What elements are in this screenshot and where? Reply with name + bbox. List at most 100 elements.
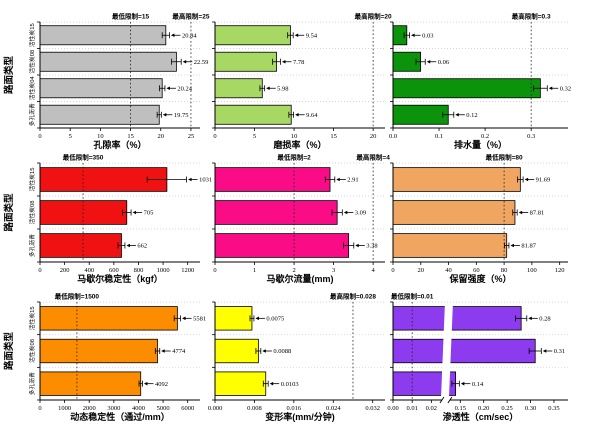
value-label: 1031 bbox=[199, 177, 212, 184]
value-label: 7.78 bbox=[293, 59, 304, 66]
bar bbox=[39, 51, 177, 72]
value-arrow bbox=[132, 210, 137, 215]
value-label: 0.06 bbox=[438, 59, 450, 66]
x-tick-label: 4 bbox=[372, 267, 376, 274]
x-axis-label: 孔隙率（%） bbox=[93, 139, 146, 150]
value-arrow bbox=[255, 316, 259, 321]
x-tick-label: 1200 bbox=[181, 267, 194, 274]
axis-break-mark bbox=[439, 396, 445, 404]
bar bbox=[39, 78, 163, 99]
value-arrow bbox=[182, 59, 187, 64]
x-axis-label: 排水量（%） bbox=[454, 139, 507, 150]
row-axis-label: 路面类型 bbox=[3, 332, 15, 371]
value-label: 5581 bbox=[193, 316, 206, 323]
x-axis-label: 磨损率（%） bbox=[272, 139, 326, 150]
x-tick-label: 0.00 bbox=[387, 405, 398, 412]
bar bbox=[392, 233, 508, 258]
value-label: 0.31 bbox=[554, 348, 565, 355]
x-tick-label: 20 bbox=[158, 133, 165, 140]
value-label: 91.69 bbox=[536, 177, 551, 184]
x-tick-label: 0.02 bbox=[426, 405, 437, 412]
x-tick-label: 0.0 bbox=[389, 133, 397, 140]
axis-break-mark bbox=[447, 396, 453, 404]
limit-label: 最低限制=80 bbox=[486, 153, 523, 162]
x-tick-label: 6000 bbox=[181, 405, 194, 412]
x-tick-label: 25 bbox=[188, 133, 195, 140]
x-tick-label: 1000 bbox=[157, 267, 170, 274]
x-tick-label: 1000 bbox=[58, 405, 71, 412]
x-tick-label: 5000 bbox=[157, 405, 170, 412]
bar bbox=[214, 338, 259, 364]
x-tick-label: 0 bbox=[38, 133, 41, 140]
limit-label: 最低限制=350 bbox=[63, 153, 104, 162]
x-tick-label: 0.35 bbox=[548, 405, 559, 412]
value-label: 9.64 bbox=[306, 112, 318, 119]
x-tick-label: 0.032 bbox=[365, 405, 380, 412]
value-arrow bbox=[182, 316, 186, 321]
bar bbox=[392, 104, 449, 125]
value-label: 19.75 bbox=[174, 112, 189, 119]
x-tick-label: 15 bbox=[127, 133, 134, 140]
value-label: 4774 bbox=[172, 348, 186, 355]
value-label: 0.14 bbox=[472, 381, 484, 388]
bar bbox=[39, 371, 142, 396]
value-label: 20.84 bbox=[182, 32, 197, 39]
value-label: 0.12 bbox=[466, 112, 477, 119]
x-tick-label: 0.3 bbox=[527, 133, 535, 140]
value-label: 3.38 bbox=[366, 243, 377, 250]
bar bbox=[214, 25, 291, 46]
bar bbox=[214, 371, 267, 396]
bar bbox=[214, 306, 253, 331]
value-arrow bbox=[269, 381, 274, 386]
x-tick-label: 0.25 bbox=[501, 405, 512, 412]
x-tick-label: 800 bbox=[134, 267, 144, 274]
x-tick-label: 0 bbox=[391, 267, 394, 274]
value-label: 20.24 bbox=[177, 85, 192, 92]
value-arrow bbox=[426, 59, 431, 64]
bar bbox=[39, 25, 167, 46]
limit-label: 最高限制=20 bbox=[355, 12, 392, 21]
x-axis-label: 保留强度（%） bbox=[448, 273, 511, 284]
x-axis-label: 变形率(mm/分钟) bbox=[265, 411, 335, 422]
bar bbox=[39, 338, 158, 364]
x-tick-label: 10 bbox=[97, 133, 104, 140]
value-arrow bbox=[166, 86, 170, 91]
value-label: 0.0088 bbox=[273, 348, 291, 355]
x-tick-label: 0.30 bbox=[525, 405, 536, 412]
bar bbox=[214, 78, 263, 99]
value-arrow bbox=[548, 86, 553, 91]
limit-label: 最低限制=1500 bbox=[55, 292, 100, 301]
row-axis-label: 路面类型 bbox=[3, 193, 15, 232]
x-tick-label: 100 bbox=[527, 267, 537, 274]
x-tick-label: 2000 bbox=[83, 405, 96, 412]
bar bbox=[39, 104, 160, 125]
value-arrow bbox=[266, 86, 270, 91]
x-axis-label: 渗透性（cm/sec） bbox=[443, 411, 519, 422]
x-tick-label: 4000 bbox=[132, 405, 145, 412]
category-label: 多孔沥青 bbox=[28, 234, 36, 257]
value-arrow bbox=[518, 210, 523, 215]
x-tick-label: 0.15 bbox=[455, 405, 466, 412]
category-label: 活性炭15 bbox=[28, 168, 36, 192]
x-tick-label: 3000 bbox=[107, 405, 120, 412]
row-axis-label: 路面类型 bbox=[3, 56, 15, 95]
value-label: 5.98 bbox=[277, 85, 288, 92]
value-arrow bbox=[161, 349, 165, 353]
x-tick-label: 0.2 bbox=[481, 133, 489, 140]
x-tick-label: 0 bbox=[38, 405, 41, 412]
x-tick-label: 5 bbox=[69, 133, 72, 140]
bar bbox=[39, 306, 178, 331]
value-arrow bbox=[460, 381, 465, 386]
x-tick-label: 0.01 bbox=[406, 405, 417, 412]
x-tick-label: 0 bbox=[38, 267, 41, 274]
bar bbox=[214, 167, 331, 192]
value-arrow bbox=[188, 177, 192, 182]
limit-label: 最低限制=0.01 bbox=[391, 292, 434, 301]
x-tick-label: 0.024 bbox=[326, 405, 341, 412]
axis-break-gap bbox=[440, 303, 453, 400]
x-tick-label: 0.20 bbox=[478, 405, 489, 412]
value-label: 0.32 bbox=[560, 85, 571, 92]
x-tick-label: 5 bbox=[253, 133, 256, 140]
x-tick-label: 200 bbox=[60, 267, 70, 274]
